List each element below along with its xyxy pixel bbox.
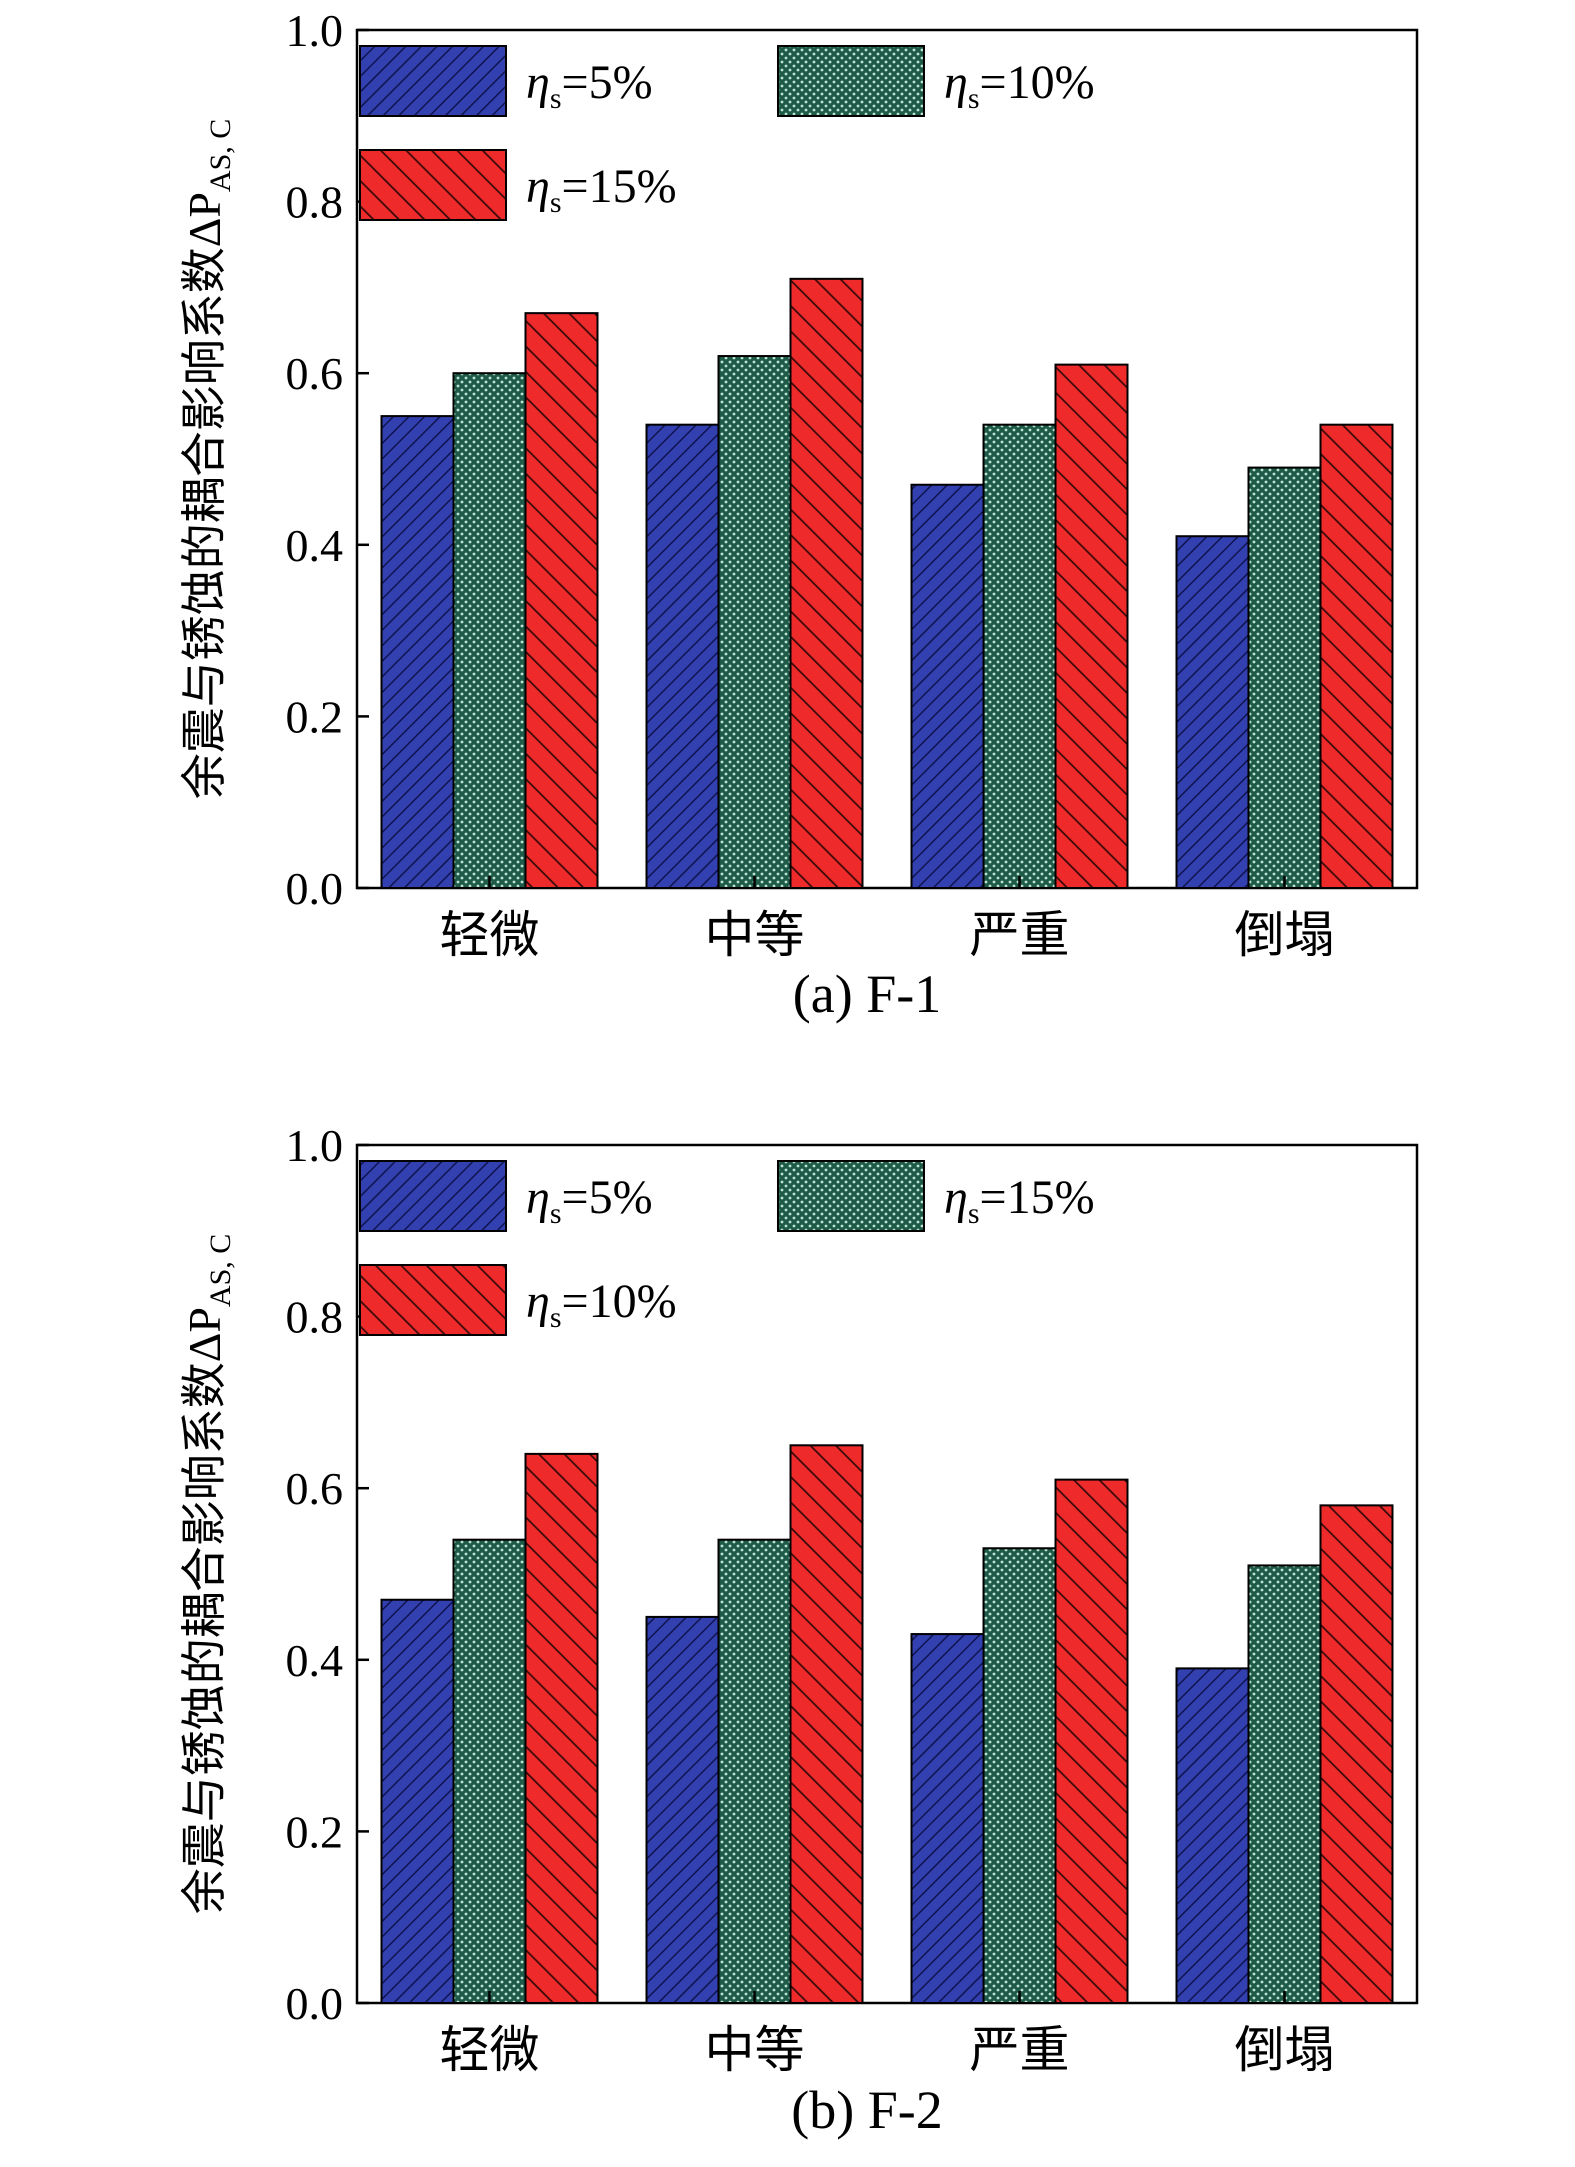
legend-swatch (777, 1160, 925, 1232)
panel-label: (b) F-2 (791, 2080, 942, 2140)
y-axis-label-subscript: AS, C (204, 1234, 237, 1307)
chart-panel-a: 0.0 0.2 0.4 0.6 0.8 1.0 余震与锈蚀的耦合影响系数ΔPAS, C 轻微 中… (179, 5, 1419, 1024)
legend-label: ηs=5% (526, 56, 653, 115)
legend-symbol: η (526, 56, 550, 109)
bar-严重-series-0 (910, 483, 985, 889)
legend-label: ηs=5% (526, 1171, 653, 1230)
bar-严重-series-1 (982, 1547, 1057, 2004)
legend-value: =10% (562, 1275, 677, 1328)
legend-symbol-subscript: s (550, 1197, 562, 1230)
x-tick-label: 倒塌 (1235, 907, 1335, 963)
x-tick-label: 轻微 (440, 2022, 540, 2078)
y-tick-label: 0.6 (286, 348, 344, 399)
bar-严重-series-1 (982, 423, 1057, 889)
legend-value: =5% (562, 56, 653, 109)
y-axis-label: 余震与锈蚀的耦合影响系数ΔPAS, C (179, 119, 237, 800)
legend-swatch (359, 1264, 507, 1336)
legend-label: ηs=15% (944, 1171, 1095, 1230)
legend-entry-1: ηs=10% (777, 45, 1095, 117)
bar-严重-series-0 (910, 1633, 985, 2005)
legend-symbol-subscript: s (550, 186, 562, 219)
y-tick-label: 0.2 (286, 691, 344, 742)
legend-value: =5% (562, 1171, 653, 1224)
y-tick-label: 1.0 (286, 1120, 344, 1171)
y-tick-label: 0.4 (286, 520, 344, 571)
legend-entry-0: ηs=5% (359, 1160, 653, 1232)
legend-value: =15% (562, 160, 677, 213)
legend-entry-2: ηs=10% (359, 1264, 677, 1336)
bar-倒塌-series-0 (1175, 535, 1250, 889)
bar-严重-series-2 (1054, 363, 1129, 889)
panel-label: (a) F-1 (793, 964, 941, 1024)
y-tick-label: 0.0 (286, 1978, 344, 2029)
bar-中等-series-1 (717, 355, 792, 890)
bar-轻微-series-1 (452, 1538, 527, 2005)
bar-中等-series-2 (789, 277, 864, 889)
legend-entry-0: ηs=5% (359, 45, 653, 117)
legend-label: ηs=15% (526, 160, 677, 219)
bar-中等-series-0 (645, 423, 720, 889)
legend-swatch (359, 45, 507, 117)
y-axis-label-main: 余震与锈蚀的耦合影响系数ΔP (179, 1307, 230, 1914)
legend-symbol: η (526, 1275, 550, 1328)
x-tick-label: 倒塌 (1235, 2022, 1335, 2078)
legend-swatch (777, 45, 925, 117)
bar-轻微-series-0 (380, 415, 455, 889)
bar-轻微-series-0 (380, 1598, 455, 2004)
legend-symbol: η (526, 1171, 550, 1224)
legend-entry-2: ηs=15% (359, 149, 677, 221)
bar-倒塌-series-1 (1247, 466, 1322, 889)
bar-中等-series-1 (717, 1538, 792, 2005)
y-axis-label: 余震与锈蚀的耦合影响系数ΔPAS, C (179, 1234, 237, 1915)
y-tick-label: 0.6 (286, 1463, 344, 1514)
y-tick-label: 0.8 (286, 177, 344, 228)
y-tick-label: 0.0 (286, 863, 344, 914)
bar-倒塌-series-2 (1319, 1504, 1394, 2004)
legend-symbol-subscript: s (550, 82, 562, 115)
legend-symbol-subscript: s (550, 1301, 562, 1334)
x-tick-label: 严重 (970, 907, 1070, 963)
y-axis-label-main: 余震与锈蚀的耦合影响系数ΔP (179, 192, 230, 799)
bar-轻微-series-2 (524, 1452, 599, 2004)
x-tick-label: 严重 (970, 2022, 1070, 2078)
legend-symbol: η (944, 1171, 968, 1224)
bar-倒塌-series-1 (1247, 1564, 1322, 2005)
legend-symbol: η (944, 56, 968, 109)
bar-轻微-series-2 (524, 312, 599, 889)
y-tick-label: 0.4 (286, 1635, 344, 1686)
bar-倒塌-series-0 (1175, 1667, 1250, 2004)
x-tick-label: 轻微 (440, 907, 540, 963)
legend-label: ηs=10% (944, 56, 1095, 115)
x-tick-label: 中等 (705, 2022, 805, 2078)
y-tick-label: 0.8 (286, 1292, 344, 1343)
legend-value: =10% (980, 56, 1095, 109)
bar-倒塌-series-2 (1319, 423, 1394, 889)
bar-轻微-series-1 (452, 372, 527, 889)
y-tick-label: 0.2 (286, 1806, 344, 1857)
legend-symbol-subscript: s (968, 82, 980, 115)
chart-panel-b: 0.0 0.2 0.4 0.6 0.8 1.0 余震与锈蚀的耦合影响系数ΔPAS, C 轻微 中… (179, 1120, 1419, 2140)
legend-label: ηs=10% (526, 1275, 677, 1334)
bar-中等-series-2 (789, 1444, 864, 2005)
legend-symbol-subscript: s (968, 1197, 980, 1230)
bar-严重-series-2 (1054, 1478, 1129, 2004)
legend-symbol: η (526, 160, 550, 213)
plot-frame (355, 28, 1419, 890)
legend-value: =15% (980, 1171, 1095, 1224)
legend-swatch (359, 1160, 507, 1232)
y-axis-label-subscript: AS, C (204, 119, 237, 192)
bar-中等-series-0 (645, 1615, 720, 2005)
y-tick-label: 1.0 (286, 5, 344, 56)
plot-frame (355, 1143, 1419, 2005)
legend-swatch (359, 149, 507, 221)
legend-entry-1: ηs=15% (777, 1160, 1095, 1232)
x-tick-label: 中等 (705, 907, 805, 963)
